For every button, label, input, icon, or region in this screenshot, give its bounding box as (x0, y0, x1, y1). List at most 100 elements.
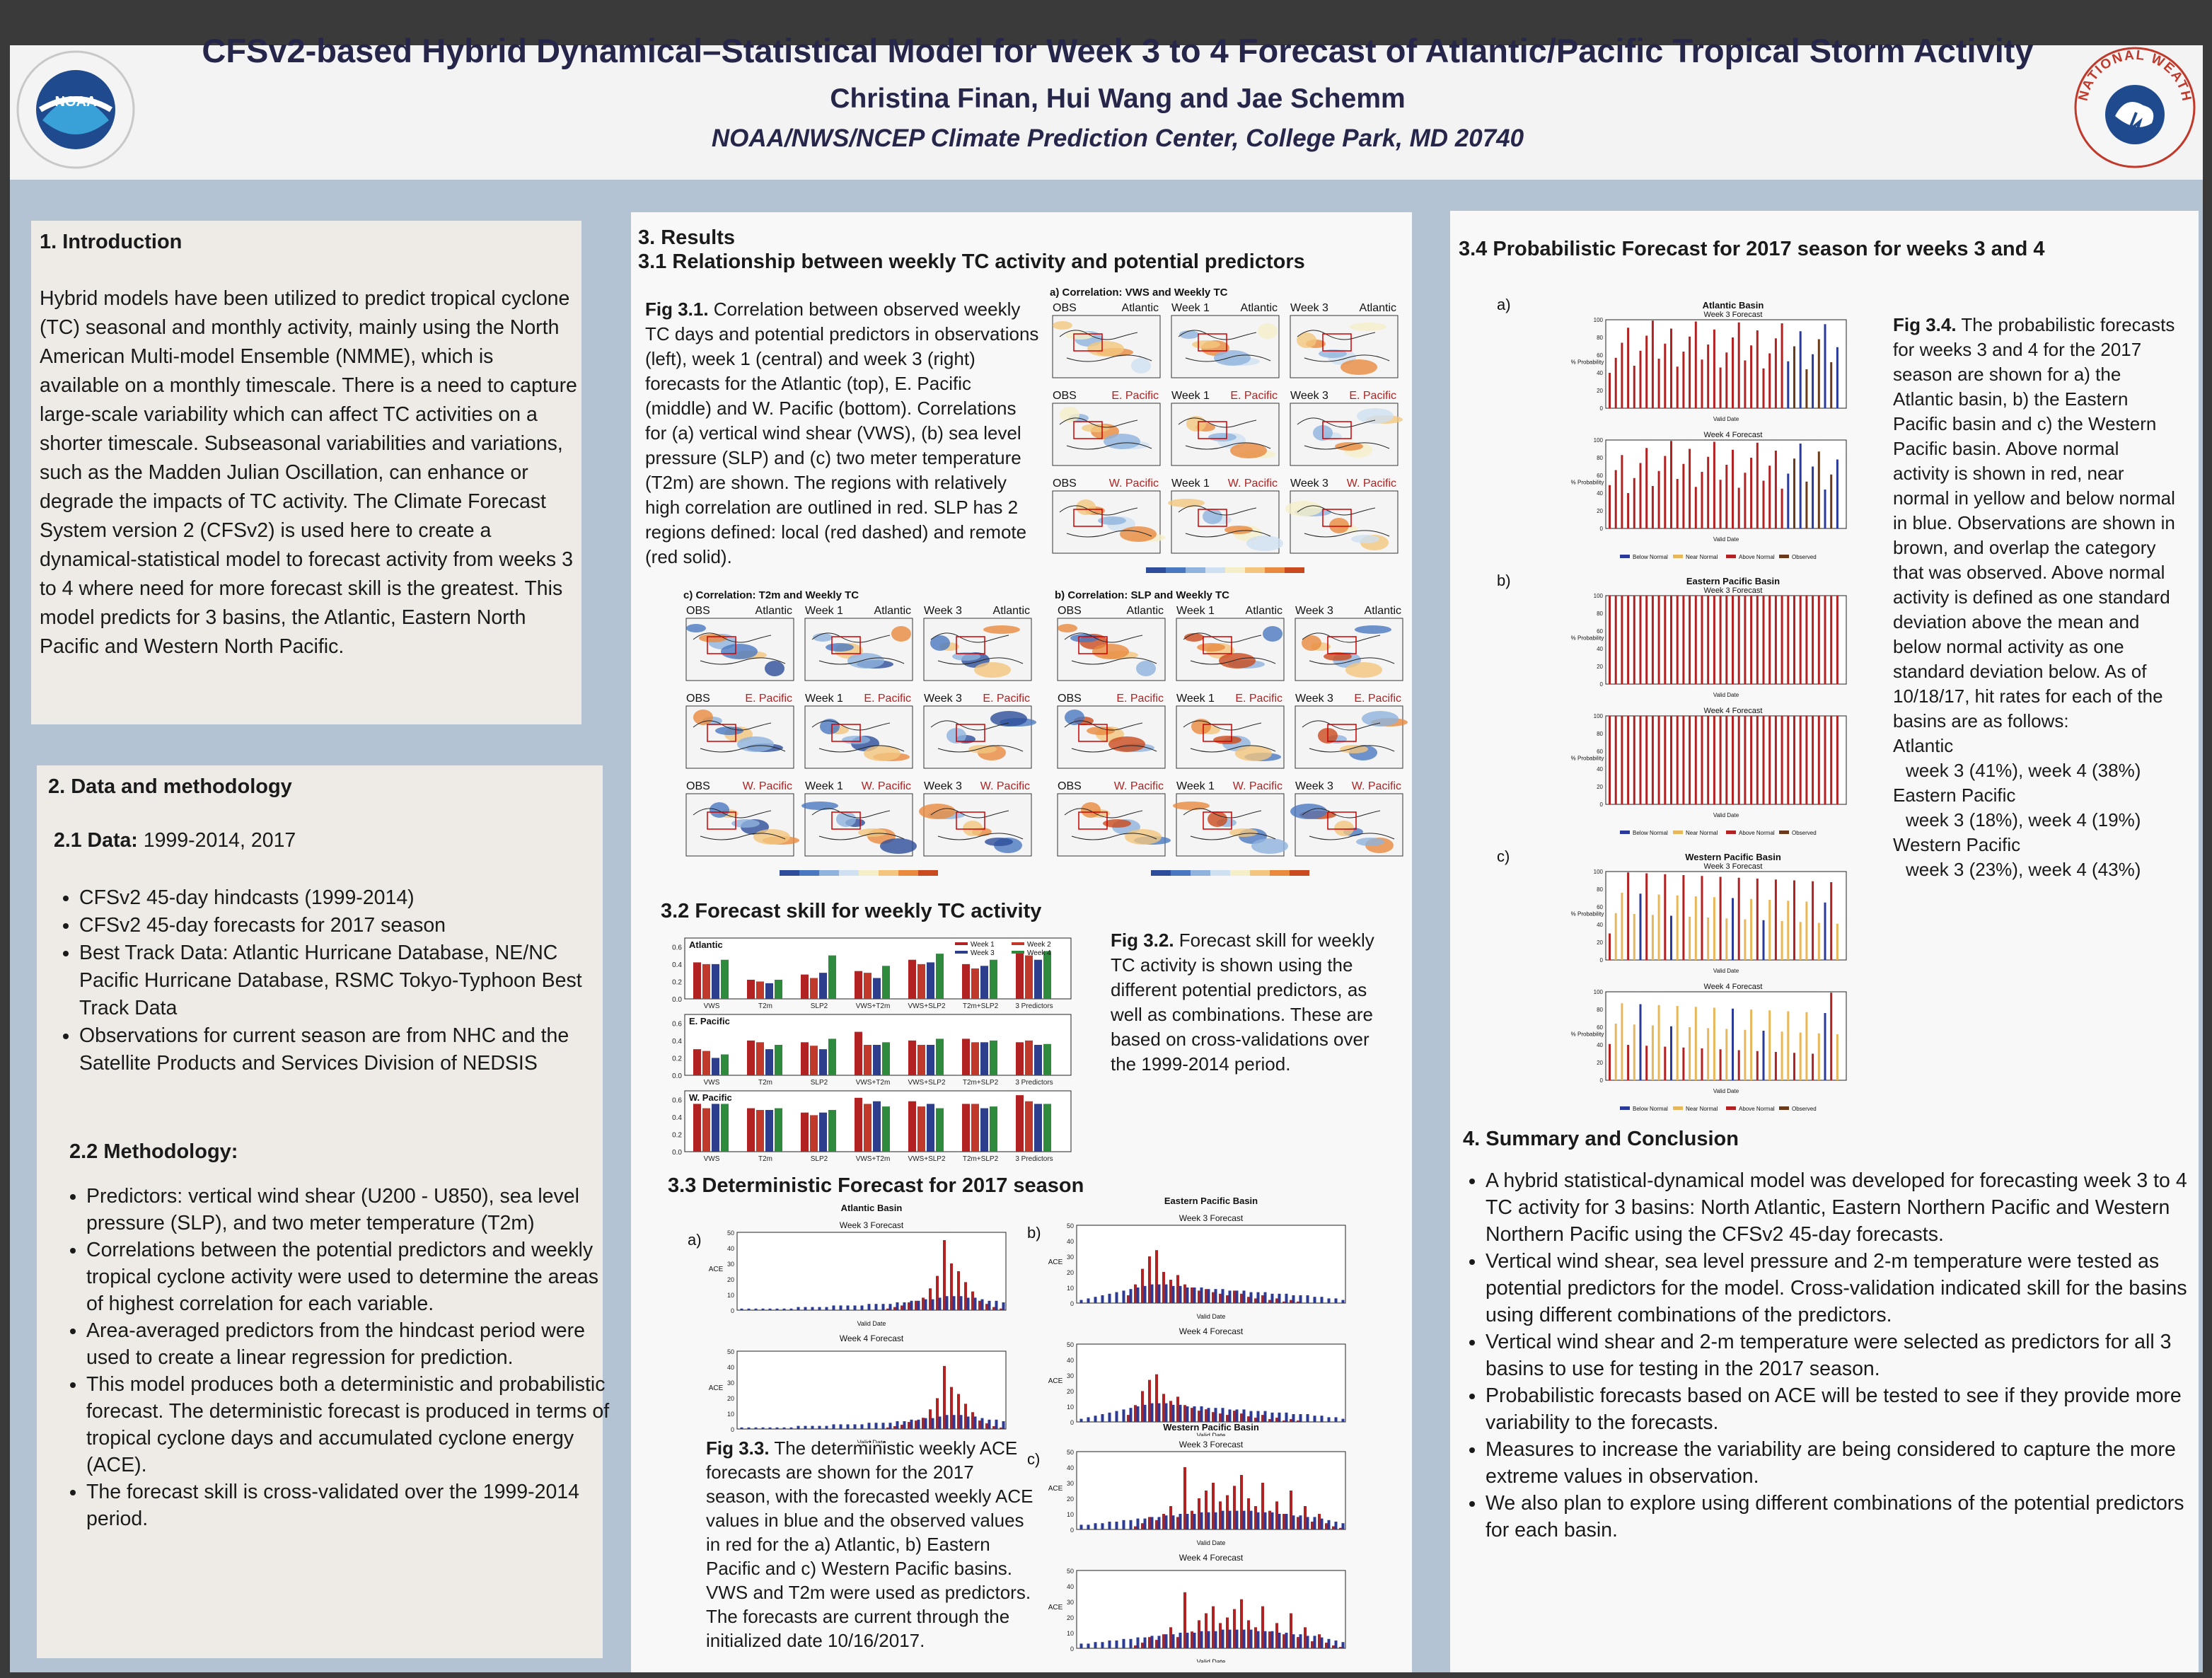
ace-observed-bar (901, 1305, 903, 1310)
prob-bar (1725, 465, 1728, 528)
map-col-label: Week 3 (924, 605, 962, 617)
ace-forecast-bar (818, 1425, 821, 1429)
map-anomaly (1319, 349, 1347, 358)
fig32-caption: Fig 3.2. Forecast skill for weekly TC ac… (1111, 928, 1379, 1077)
ace-forecast-bar (761, 1308, 765, 1310)
prob-basin-title: Atlantic Basin (1703, 300, 1764, 311)
ace-forecast-bar (924, 1418, 927, 1429)
skill-bar (801, 1112, 809, 1152)
prob-y-tick: 0 (1600, 405, 1604, 412)
colorbar-swatch (1171, 870, 1191, 876)
prob-y-tick: 40 (1597, 370, 1603, 376)
skill-bar (936, 954, 944, 999)
colorbar-swatch (1191, 870, 1210, 876)
skill-y-tick: 0.2 (672, 1055, 682, 1063)
ace-observed-bar (957, 1394, 960, 1429)
map-coastline (930, 720, 1024, 753)
map-coastline (1178, 330, 1271, 362)
fig33-caption-text: The deterministic weekly ACE forecasts a… (706, 1437, 1033, 1651)
prob-y-tick: 0 (1600, 681, 1604, 688)
map-panel (1057, 618, 1166, 681)
ace-forecast-bar (811, 1425, 814, 1429)
prob-bar (1719, 367, 1722, 408)
ace-y-label: ACE (1048, 1604, 1063, 1612)
ace-observed-bar (1141, 1523, 1144, 1529)
ace-observed-bar (915, 1300, 917, 1310)
ace-observed-bar (992, 1426, 995, 1429)
ace-forecast-bar (1087, 1524, 1090, 1529)
ace-forecast-bar (761, 1427, 765, 1429)
prob-y-tick: 40 (1597, 490, 1603, 497)
ace-forecast-bar (1179, 1633, 1182, 1648)
map-coastline (1183, 632, 1276, 665)
skill-bar (927, 962, 934, 999)
ace-panel-label: b) (1027, 1224, 1041, 1242)
ace-forecast-bar (1207, 1512, 1210, 1529)
prob-bar (1805, 369, 1808, 408)
prob-bar (1633, 366, 1635, 408)
prob-bar (1657, 716, 1660, 804)
prob-bar (1817, 339, 1820, 408)
skill-bar (721, 1104, 729, 1152)
map-col-label: Week 3 (1290, 390, 1328, 402)
ace-forecast-bar (1249, 1292, 1253, 1303)
data-list-item: Observations for current season are from… (79, 1022, 610, 1077)
ace-forecast-bar (1193, 1633, 1196, 1648)
prob-bar (1799, 596, 1802, 684)
ace-observed-bar (1169, 1627, 1172, 1648)
poster-affiliation: NOAA/NWS/NCEP Climate Prediction Center,… (711, 125, 1524, 152)
prob-y-label: % Probability (1571, 911, 1604, 918)
ace-x-label: Valid Date (1197, 1313, 1226, 1320)
skill-bar (702, 1108, 710, 1152)
prob-bar (1689, 336, 1691, 408)
map-anomaly (983, 625, 1020, 634)
prob-legend-label: Near Normal (1686, 554, 1718, 560)
ace-forecast-bar (1228, 1510, 1232, 1529)
intro-panel: 1. Introduction Hybrid models have been … (31, 221, 581, 724)
prob-bar (1836, 1034, 1838, 1080)
prob-bar (1614, 596, 1617, 684)
ace-observed-bar (1226, 1495, 1229, 1529)
skill-x-tick: VWS (704, 1079, 720, 1087)
ace-observed-bar (971, 1412, 974, 1429)
map-anomaly (710, 802, 729, 818)
ace-y-tick: 0 (1070, 1527, 1074, 1534)
skill-legend-swatch (955, 942, 968, 945)
map-col-label: Week 1 (1176, 605, 1215, 617)
map-anomaly (1131, 358, 1151, 374)
ace-forecast-bar (1200, 1288, 1203, 1303)
ace-observed-bar (1339, 1647, 1342, 1648)
skill-legend-swatch (955, 951, 968, 954)
prob-bar (1805, 901, 1808, 960)
ace-forecast-bar (1341, 1300, 1345, 1303)
skill-bar (1043, 1043, 1051, 1075)
colorbar-swatch (1146, 567, 1166, 573)
hit-rate-value: week 3 (18%), week 4 (19%) (1906, 809, 2141, 831)
map-col-label: OBS (686, 780, 710, 792)
ace-forecast-bar (988, 1300, 991, 1310)
ace-observed-bar (893, 1307, 896, 1310)
ace-forecast-bar (1306, 1414, 1309, 1422)
ace-forecast-bar (1122, 1290, 1125, 1303)
ace-forecast-bar (1278, 1633, 1281, 1648)
ace-forecast-bar (1327, 1638, 1331, 1648)
results-heading: 3. Results (638, 226, 735, 249)
ace-forecast-bar (1157, 1636, 1161, 1648)
ace-observed-bar (992, 1307, 995, 1310)
map-anomaly (715, 727, 743, 735)
prob-bar (1701, 359, 1703, 408)
ace-y-tick: 40 (727, 1364, 734, 1371)
ace-forecast-bar (1143, 1404, 1147, 1422)
prob-bar (1621, 893, 1623, 960)
prob-bar (1664, 596, 1667, 684)
colorbar-swatch (1225, 567, 1245, 573)
map-anomaly (1065, 710, 1084, 725)
map-anomaly (1092, 644, 1129, 659)
ace-forecast-bar (1179, 1285, 1182, 1303)
ace-forecast-bar (1263, 1411, 1267, 1422)
prob-y-label: % Probability (1571, 756, 1604, 762)
ace-forecast-bar (1207, 1631, 1210, 1648)
prob-sub-title: Week 3 Forecast (1704, 862, 1763, 871)
prob-bar (1830, 362, 1833, 408)
map-anomaly (1213, 736, 1241, 744)
